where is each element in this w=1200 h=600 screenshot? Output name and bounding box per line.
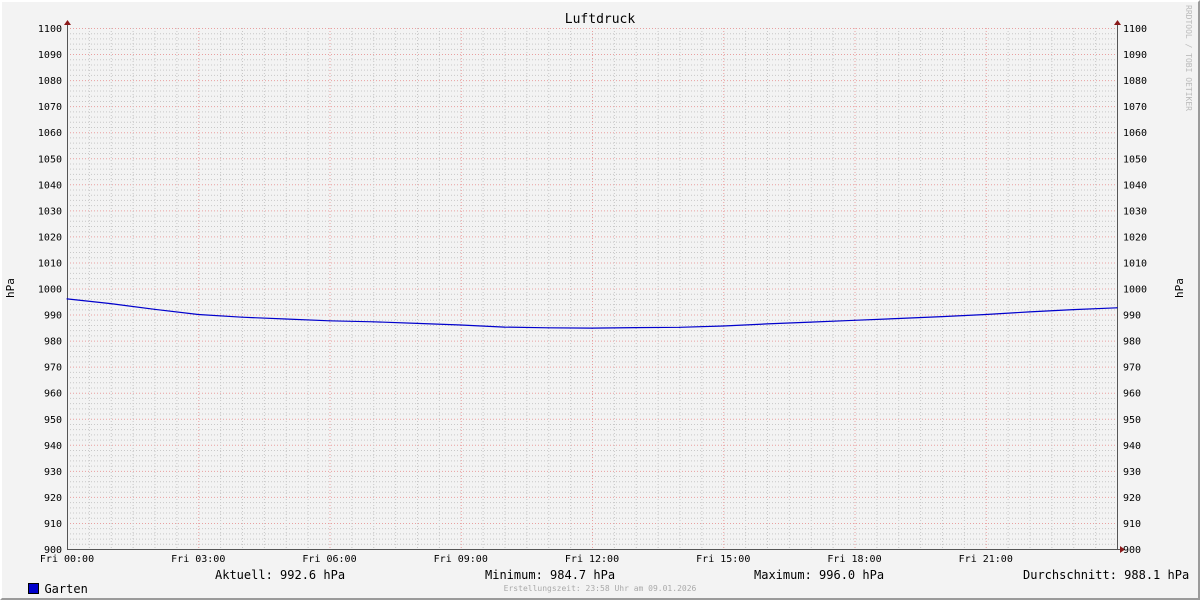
x-tick-label: Fri 09:00 xyxy=(434,554,488,565)
y-tick-label-right: 910 xyxy=(1123,519,1141,530)
y-tick-label-left: 1020 xyxy=(38,232,62,243)
data-point xyxy=(328,320,331,322)
y-tick-label-right: 900 xyxy=(1123,545,1141,556)
y-tick-label-left: 1030 xyxy=(38,206,62,217)
y-tick-label-left: 1060 xyxy=(38,128,62,139)
y-tick-label-right: 960 xyxy=(1123,389,1141,400)
y-tick-label-right: 1020 xyxy=(1123,232,1147,243)
y-axis-arrow-right xyxy=(1114,20,1121,25)
data-point xyxy=(941,316,943,318)
rrdtool-watermark: RRDTOOL / TOBI OETIKER xyxy=(1184,5,1193,111)
data-point xyxy=(722,325,724,327)
y-tick-label-right: 920 xyxy=(1123,493,1141,504)
chart-title: Luftdruck xyxy=(565,12,636,27)
y-tick-label-right: 1060 xyxy=(1123,128,1147,139)
data-point xyxy=(547,327,549,329)
data-point xyxy=(503,326,506,328)
legend-swatch xyxy=(28,583,40,594)
data-point xyxy=(416,322,418,325)
data-point xyxy=(153,308,156,310)
data-point xyxy=(285,318,287,320)
y-tick-label-right: 1100 xyxy=(1123,24,1147,35)
data-point xyxy=(1072,309,1074,311)
y-tick-label-right: 950 xyxy=(1123,415,1141,426)
x-tick-label: Fri 03:00 xyxy=(171,554,225,565)
data-point xyxy=(591,327,593,329)
y-tick-label-left: 1070 xyxy=(38,102,62,113)
legend-series: Garten xyxy=(14,568,88,596)
y-tick-label-left: 900 xyxy=(44,545,62,556)
data-point xyxy=(372,321,374,323)
data-point xyxy=(853,319,856,321)
y-tick-label-right: 1070 xyxy=(1123,102,1147,113)
y-tick-label-left: 930 xyxy=(44,467,62,478)
y-axis-label-left: hPa xyxy=(4,278,17,298)
legend-average: Durchschnitt: 988.1 hPa xyxy=(1023,568,1190,582)
data-point xyxy=(766,323,768,325)
y-tick-label-left: 1080 xyxy=(38,76,62,87)
x-tick-label: Fri 21:00 xyxy=(959,554,1013,565)
data-point xyxy=(460,324,462,326)
y-tick-label-left: 1010 xyxy=(38,258,62,269)
y-tick-label-right: 940 xyxy=(1123,441,1141,452)
data-point xyxy=(241,316,243,318)
y-tick-label-left: 960 xyxy=(44,389,62,400)
data-point xyxy=(1116,307,1118,309)
y-tick-label-left: 1000 xyxy=(38,285,62,296)
x-tick-label: Fri 00:00 xyxy=(40,554,94,565)
data-point xyxy=(897,317,899,320)
y-tick-label-right: 990 xyxy=(1123,311,1141,322)
y-tick-label-left: 950 xyxy=(44,415,62,426)
y-tick-label-right: 1090 xyxy=(1123,50,1147,61)
y-tick-label-left: 970 xyxy=(44,363,62,374)
y-tick-label-right: 1010 xyxy=(1123,258,1147,269)
y-tick-label-right: 1000 xyxy=(1123,285,1147,296)
creation-time-footer: Erstellungszeit: 23:58 Uhr am 09.01.2026 xyxy=(503,584,697,593)
y-tick-label-right: 970 xyxy=(1123,363,1141,374)
legend-current: Aktuell: 992.6 hPa xyxy=(215,568,346,582)
y-tick-label-left: 990 xyxy=(44,311,62,322)
data-point xyxy=(635,326,637,329)
x-tick-label: Fri 18:00 xyxy=(827,554,881,565)
y-tick-label-left: 910 xyxy=(44,519,62,530)
y-tick-label-right: 1080 xyxy=(1123,76,1147,87)
data-point xyxy=(810,321,812,323)
y-tick-label-right: 930 xyxy=(1123,467,1141,478)
legend-series-label: Garten xyxy=(44,582,88,596)
data-point xyxy=(197,313,199,316)
data-point xyxy=(66,298,68,300)
y-tick-label-left: 1100 xyxy=(38,24,62,35)
y-tick-label-right: 980 xyxy=(1123,337,1141,348)
data-point xyxy=(110,303,112,305)
y-tick-label-left: 920 xyxy=(44,493,62,504)
data-point xyxy=(678,326,681,328)
y-tick-label-left: 940 xyxy=(44,441,62,452)
legend-minimum: Minimum: 984.7 hPa xyxy=(485,568,616,582)
x-tick-label: Fri 15:00 xyxy=(696,554,750,565)
legend-maximum: Maximum: 996.0 hPa xyxy=(754,568,885,582)
y-tick-label-right: 1040 xyxy=(1123,180,1147,191)
y-tick-label-left: 1090 xyxy=(38,50,62,61)
x-tick-label: Fri 12:00 xyxy=(565,554,619,565)
y-tick-label-left: 980 xyxy=(44,337,62,348)
y-tick-label-left: 1040 xyxy=(38,180,62,191)
y-tick-label-left: 1050 xyxy=(38,154,62,165)
y-tick-label-right: 1050 xyxy=(1123,154,1147,165)
data-point xyxy=(1028,311,1031,313)
x-axis-arrow xyxy=(1120,546,1125,553)
y-tick-label-right: 1030 xyxy=(1123,206,1147,217)
data-point xyxy=(985,313,987,316)
x-tick-label: Fri 06:00 xyxy=(302,554,356,565)
y-axis-label-right: hPa xyxy=(1173,278,1186,298)
y-axis-arrow-left xyxy=(64,20,71,25)
